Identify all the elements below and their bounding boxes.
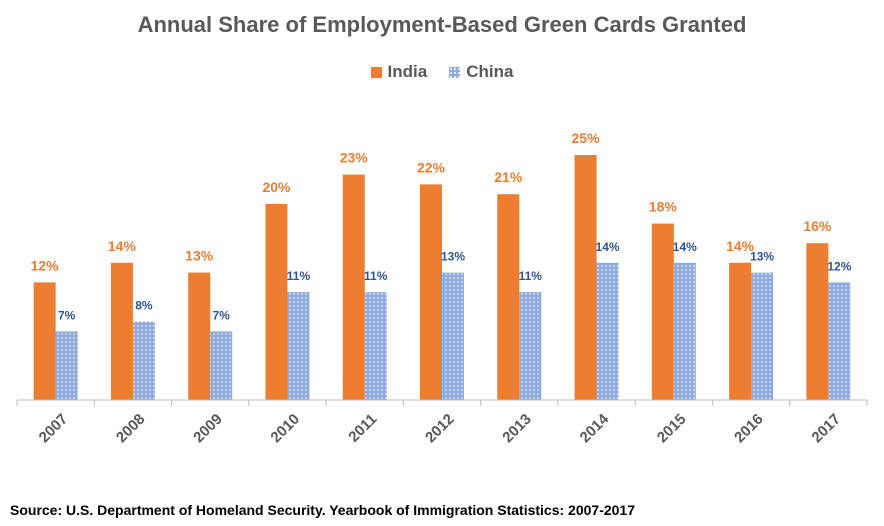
data-label-china-2014: 14% xyxy=(596,240,620,254)
bar-india-2013 xyxy=(497,194,520,400)
legend-item-india: India xyxy=(370,62,428,82)
x-tick-label-2008: 2008 xyxy=(113,411,149,447)
bar-india-2012 xyxy=(420,184,442,400)
bar-china-2007 xyxy=(55,331,78,400)
bar-china-2008 xyxy=(132,321,155,400)
data-label-india-2007: 12% xyxy=(31,257,60,273)
x-tick-label-2014: 2014 xyxy=(577,410,613,446)
legend-swatch-china xyxy=(449,66,461,78)
x-tick-label-2009: 2009 xyxy=(190,411,226,447)
data-label-china-2008: 8% xyxy=(135,299,153,313)
bar-china-2013 xyxy=(519,292,542,400)
legend-label-china: China xyxy=(466,62,514,81)
bar-china-2014 xyxy=(596,262,619,400)
data-label-india-2015: 18% xyxy=(649,199,678,215)
source-note: Source: U.S. Department of Homeland Secu… xyxy=(10,502,635,518)
bar-india-2009 xyxy=(188,272,211,400)
data-label-china-2010: 11% xyxy=(287,269,311,283)
data-label-india-2012: 22% xyxy=(417,159,446,175)
legend-swatch-india xyxy=(370,66,382,78)
data-label-india-2013: 21% xyxy=(494,169,523,185)
data-label-china-2016: 13% xyxy=(750,250,774,264)
x-tick-label-2015: 2015 xyxy=(654,411,690,447)
data-label-india-2009: 13% xyxy=(185,248,214,264)
bar-india-2017 xyxy=(806,243,829,400)
x-tick-label-2013: 2013 xyxy=(499,411,535,447)
bar-china-2012 xyxy=(442,272,464,400)
bar-china-2010 xyxy=(287,292,310,400)
data-label-india-2011: 23% xyxy=(340,150,369,166)
data-label-india-2017: 16% xyxy=(803,218,832,234)
data-label-china-2015: 14% xyxy=(673,240,697,254)
data-label-india-2016: 14% xyxy=(726,238,755,254)
bar-india-2016 xyxy=(729,262,752,400)
legend-label-india: India xyxy=(387,62,428,81)
data-label-china-2013: 11% xyxy=(519,269,543,283)
bar-india-2011 xyxy=(342,174,365,400)
x-tick-label-2011: 2011 xyxy=(345,411,380,446)
x-tick-label-2016: 2016 xyxy=(731,411,767,447)
data-label-china-2012: 13% xyxy=(441,250,465,264)
data-label-india-2014: 25% xyxy=(572,130,601,146)
x-tick-label-2010: 2010 xyxy=(267,411,303,447)
data-label-china-2017: 12% xyxy=(827,259,851,273)
data-label-china-2011: 11% xyxy=(364,269,388,283)
legend-item-china: China xyxy=(449,62,513,82)
bar-china-2015 xyxy=(673,262,696,400)
bar-india-2008 xyxy=(110,262,133,400)
x-tick-label-2007: 2007 xyxy=(36,411,72,447)
bar-china-2009 xyxy=(210,331,233,400)
bar-china-2011 xyxy=(364,292,387,400)
bar-china-2016 xyxy=(751,272,774,400)
legend: India China xyxy=(0,62,884,82)
data-label-china-2009: 7% xyxy=(213,308,231,322)
bar-india-2014 xyxy=(574,155,597,400)
data-label-india-2008: 14% xyxy=(108,238,137,254)
bar-india-2010 xyxy=(265,204,288,400)
x-tick-label-2012: 2012 xyxy=(422,411,458,447)
bar-india-2007 xyxy=(33,282,56,400)
bar-india-2015 xyxy=(651,223,674,400)
bar-china-2017 xyxy=(828,282,851,400)
x-tick-label-2017: 2017 xyxy=(808,411,844,447)
data-label-china-2007: 7% xyxy=(58,308,76,322)
data-label-india-2010: 20% xyxy=(262,179,291,195)
chart-title: Annual Share of Employment-Based Green C… xyxy=(137,12,747,37)
